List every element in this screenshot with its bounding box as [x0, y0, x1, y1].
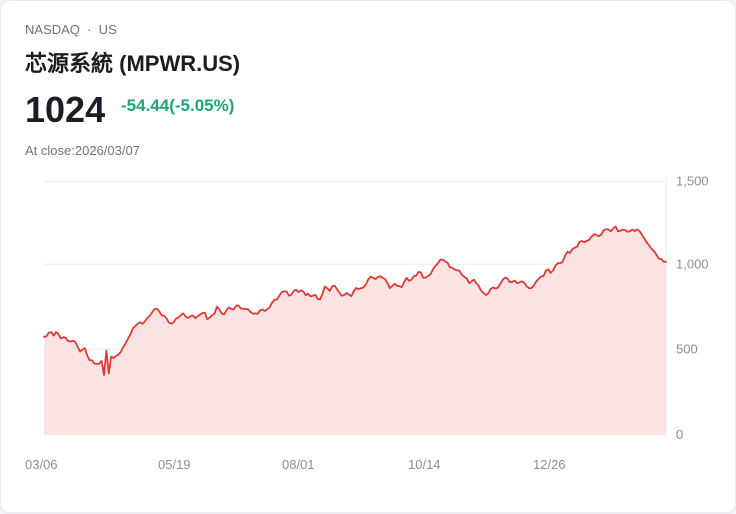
svg-text:0: 0	[676, 427, 683, 442]
svg-text:1,500: 1,500	[676, 174, 709, 189]
svg-text:500: 500	[676, 342, 698, 357]
svg-text:03/06: 03/06	[25, 457, 58, 472]
svg-text:10/14: 10/14	[408, 457, 441, 472]
svg-text:12/26: 12/26	[533, 457, 566, 472]
svg-text:05/19: 05/19	[158, 457, 191, 472]
svg-text:08/01: 08/01	[282, 457, 315, 472]
svg-text:1,000: 1,000	[676, 257, 709, 272]
